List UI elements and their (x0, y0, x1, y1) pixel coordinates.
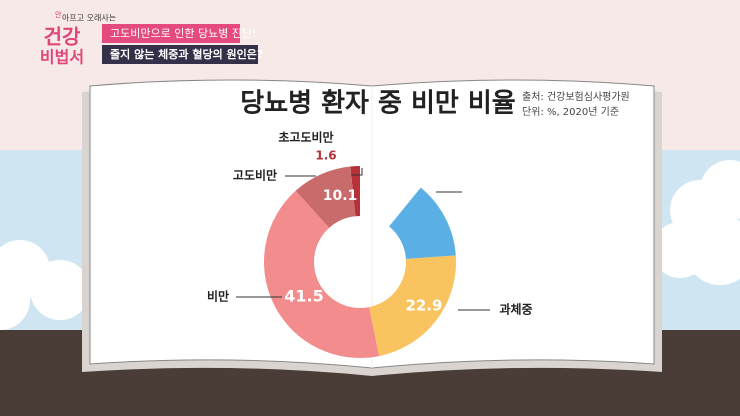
tagline-mark: 안 (55, 10, 62, 19)
caption-1: 고도비만으로 인한 당뇨병 진단! (110, 27, 256, 40)
donut-segment (295, 166, 356, 228)
category-label: 고도비만 (233, 168, 277, 183)
logo-bottom: 비법서 (40, 48, 84, 67)
donut-segment (369, 255, 456, 357)
donut-segment (389, 187, 456, 259)
chart-title: 당뇨병 환자 중 비만 비율 (240, 89, 515, 119)
logo-top: 건강 (44, 25, 81, 49)
value-label: 10.1 (323, 188, 358, 204)
value-label: 1.6 (315, 149, 336, 163)
caption-box-2 (102, 45, 258, 64)
tagline: 아프고 오래사는 (62, 13, 116, 23)
unit: 단위: %, 2020년 기준 (522, 105, 619, 118)
source: 출처: 건강보험심사평가원 (522, 91, 630, 103)
caption-box-1 (102, 24, 240, 43)
value-label: 41.5 (284, 287, 323, 306)
category-label: 초고도비만 (278, 130, 333, 145)
clouds (0, 160, 740, 330)
donut-segment (264, 190, 380, 358)
category-label: 비만 (207, 289, 229, 304)
donut-segment (350, 166, 360, 217)
category-label: 과체중 (499, 302, 532, 317)
caption-2: 줄지 않는 체중과 혈당의 원인은? (110, 47, 263, 61)
value-label: 22.9 (405, 297, 442, 315)
